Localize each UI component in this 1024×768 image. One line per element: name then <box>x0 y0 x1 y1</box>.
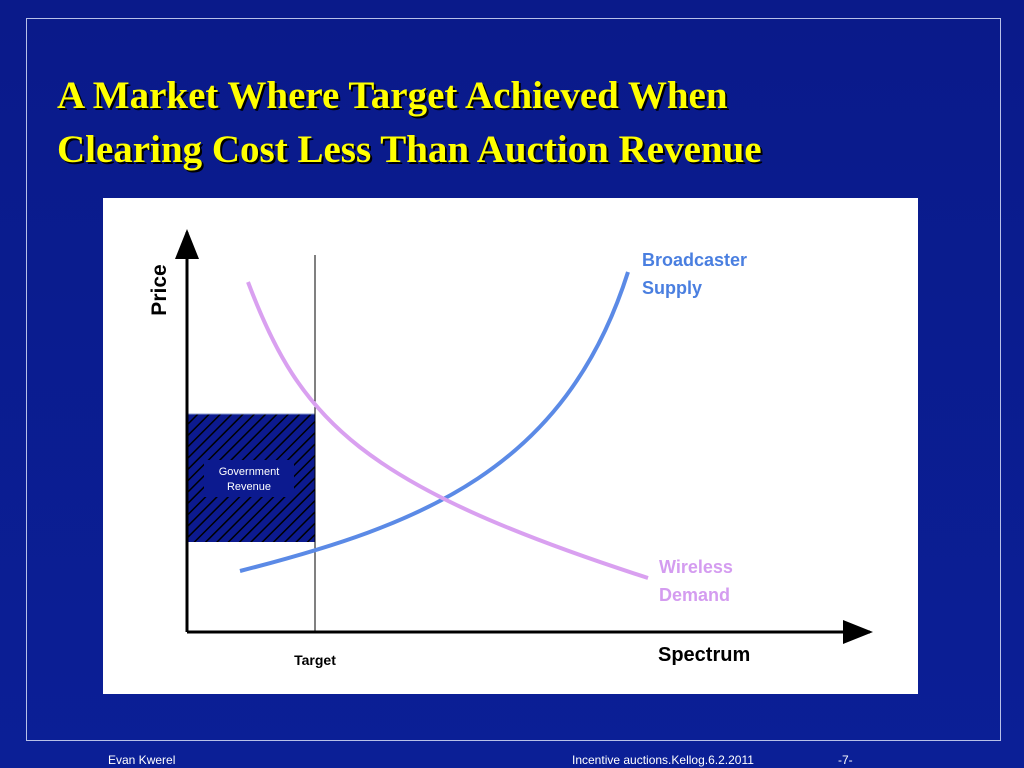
target-label: Target <box>294 652 336 668</box>
demand-label: Demand <box>659 585 730 605</box>
x-axis-label: Spectrum <box>658 644 750 666</box>
footer-page: -7- <box>838 753 853 767</box>
revenue-label-box <box>204 460 294 497</box>
y-axis-label: Price <box>148 264 171 315</box>
revenue-label: Government <box>219 466 280 478</box>
supply-label: Broadcaster <box>642 250 747 270</box>
title-shadow: Clearing Cost Less Than Auction Revenue <box>59 130 764 173</box>
footer-author: Evan Kwerel <box>108 753 175 767</box>
demand-label: Wireless <box>659 557 733 577</box>
title-shadow: A Market Where Target Achieved When <box>59 76 730 119</box>
title: A Market Where Target Achieved When <box>57 74 728 117</box>
frame <box>26 18 1001 741</box>
supply-label: Supply <box>642 278 702 298</box>
demand-curve <box>246 281 649 580</box>
supply-curve <box>239 271 630 573</box>
revenue-label: Revenue <box>227 481 271 493</box>
footer-file: Incentive auctions.Kellog.6.2.2011 <box>572 753 754 767</box>
title: Clearing Cost Less Than Auction Revenue <box>57 128 762 171</box>
